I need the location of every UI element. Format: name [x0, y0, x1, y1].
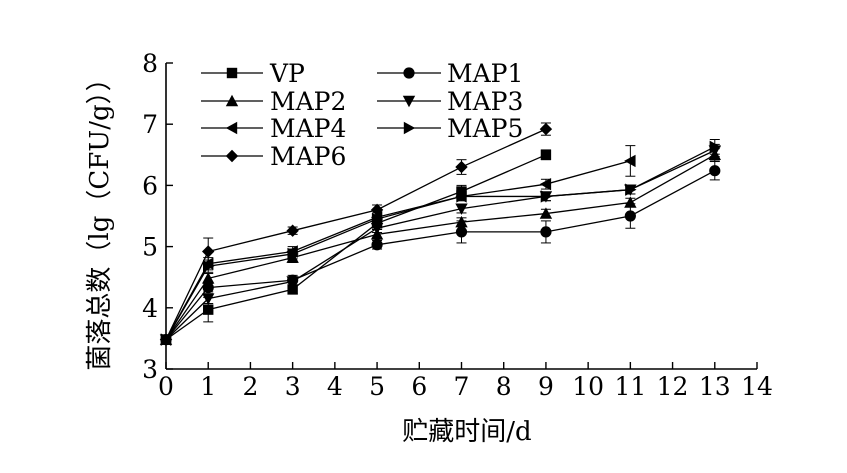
- x-tick-label: 14: [741, 372, 773, 401]
- x-tick-label: 3: [285, 372, 301, 401]
- legend-item-map5: MAP5: [377, 114, 523, 143]
- x-tick-label: 5: [369, 372, 385, 401]
- series-line: [165, 154, 716, 340]
- legend-item-map1: MAP1: [377, 59, 523, 88]
- x-tick-label: 9: [538, 372, 554, 401]
- series-line: [165, 154, 547, 341]
- data-point: [286, 224, 299, 237]
- legend-label: MAP6: [270, 142, 346, 171]
- series-map2: [159, 148, 721, 345]
- data-point: [456, 190, 468, 203]
- series-layer: [159, 122, 721, 346]
- x-tick-label: 10: [572, 372, 604, 401]
- data-point: [455, 160, 468, 174]
- legend-label: MAP1: [447, 59, 523, 88]
- legend-item-vp: VP: [201, 59, 305, 88]
- legend-label: MAP3: [447, 87, 523, 116]
- legend-item-map3: MAP3: [377, 87, 523, 116]
- series-line: [165, 170, 716, 341]
- x-tick-label: 7: [454, 372, 470, 401]
- x-tick-label: 0: [158, 372, 174, 401]
- legend-item-map6: MAP6: [201, 142, 346, 171]
- legend-label: MAP4: [270, 114, 346, 143]
- series-line: [165, 149, 716, 341]
- x-tick-label: 2: [242, 372, 258, 401]
- data-point: [287, 247, 299, 261]
- data-point: [371, 212, 384, 226]
- legend-label: MAP5: [447, 114, 523, 143]
- data-point: [455, 203, 468, 215]
- legend-marker: [403, 121, 416, 135]
- data-point: [540, 226, 552, 238]
- data-point: [287, 284, 298, 295]
- data-point: [203, 259, 215, 273]
- legend-marker: [225, 94, 239, 107]
- data-point: [455, 215, 468, 228]
- data-point: [159, 333, 173, 346]
- x-tick-label: 6: [411, 372, 427, 401]
- series-line: [165, 146, 716, 340]
- x-tick-label: 11: [614, 372, 646, 401]
- legend-item-map2: MAP2: [201, 87, 346, 116]
- legend-marker: [226, 67, 238, 79]
- data-point: [540, 149, 552, 160]
- series-map6: [159, 122, 553, 346]
- data-point: [455, 226, 468, 238]
- series-vp: [160, 149, 552, 345]
- x-tick-label: 8: [496, 372, 512, 401]
- data-point: [709, 140, 721, 154]
- data-point: [286, 276, 299, 288]
- data-point: [370, 203, 384, 217]
- y-tick-label: 6: [142, 171, 158, 200]
- data-point: [203, 304, 214, 315]
- legend-marker: [225, 149, 239, 163]
- data-point: [624, 210, 636, 222]
- series-line: [165, 128, 547, 340]
- y-tick-label: 7: [142, 110, 158, 139]
- data-point: [539, 122, 553, 136]
- data-point: [539, 207, 553, 219]
- legend-marker: [225, 121, 238, 135]
- x-axis-label: 贮藏时间/d: [402, 417, 531, 447]
- legend-marker: [403, 67, 415, 79]
- y-tick-label: 3: [142, 355, 158, 384]
- data-point: [624, 196, 637, 208]
- x-tick-label: 13: [699, 372, 731, 401]
- data-point: [202, 245, 215, 258]
- legend-item-map4: MAP4: [201, 114, 346, 143]
- legend-marker: [402, 95, 416, 108]
- y-tick-label: 4: [142, 294, 158, 323]
- data-point: [540, 190, 553, 203]
- series-map1: [160, 161, 721, 346]
- series-map3: [159, 143, 721, 346]
- legend: VP MAP1 MAP2 MAP3 MAP4 MAP5 MAP6: [201, 59, 523, 171]
- data-point: [456, 186, 467, 197]
- data-point: [709, 165, 721, 177]
- legend-label: VP: [269, 59, 305, 88]
- y-tick-label: 5: [142, 233, 158, 262]
- data-point: [202, 293, 215, 305]
- data-point: [370, 223, 384, 235]
- data-point: [371, 239, 383, 251]
- x-tick-label: 12: [657, 372, 689, 401]
- data-point: [624, 154, 636, 168]
- y-axis-label: 菌落总数（lg（CFU/g））: [85, 65, 115, 370]
- data-point: [202, 282, 214, 294]
- series-line: [165, 160, 631, 340]
- x-tick-label: 1: [200, 372, 216, 401]
- data-point: [202, 272, 215, 284]
- legend-label: MAP2: [270, 87, 346, 116]
- data-point: [625, 183, 637, 196]
- x-tick-label: 4: [327, 372, 343, 401]
- y-tick-label: 8: [142, 49, 158, 78]
- data-point: [539, 177, 552, 191]
